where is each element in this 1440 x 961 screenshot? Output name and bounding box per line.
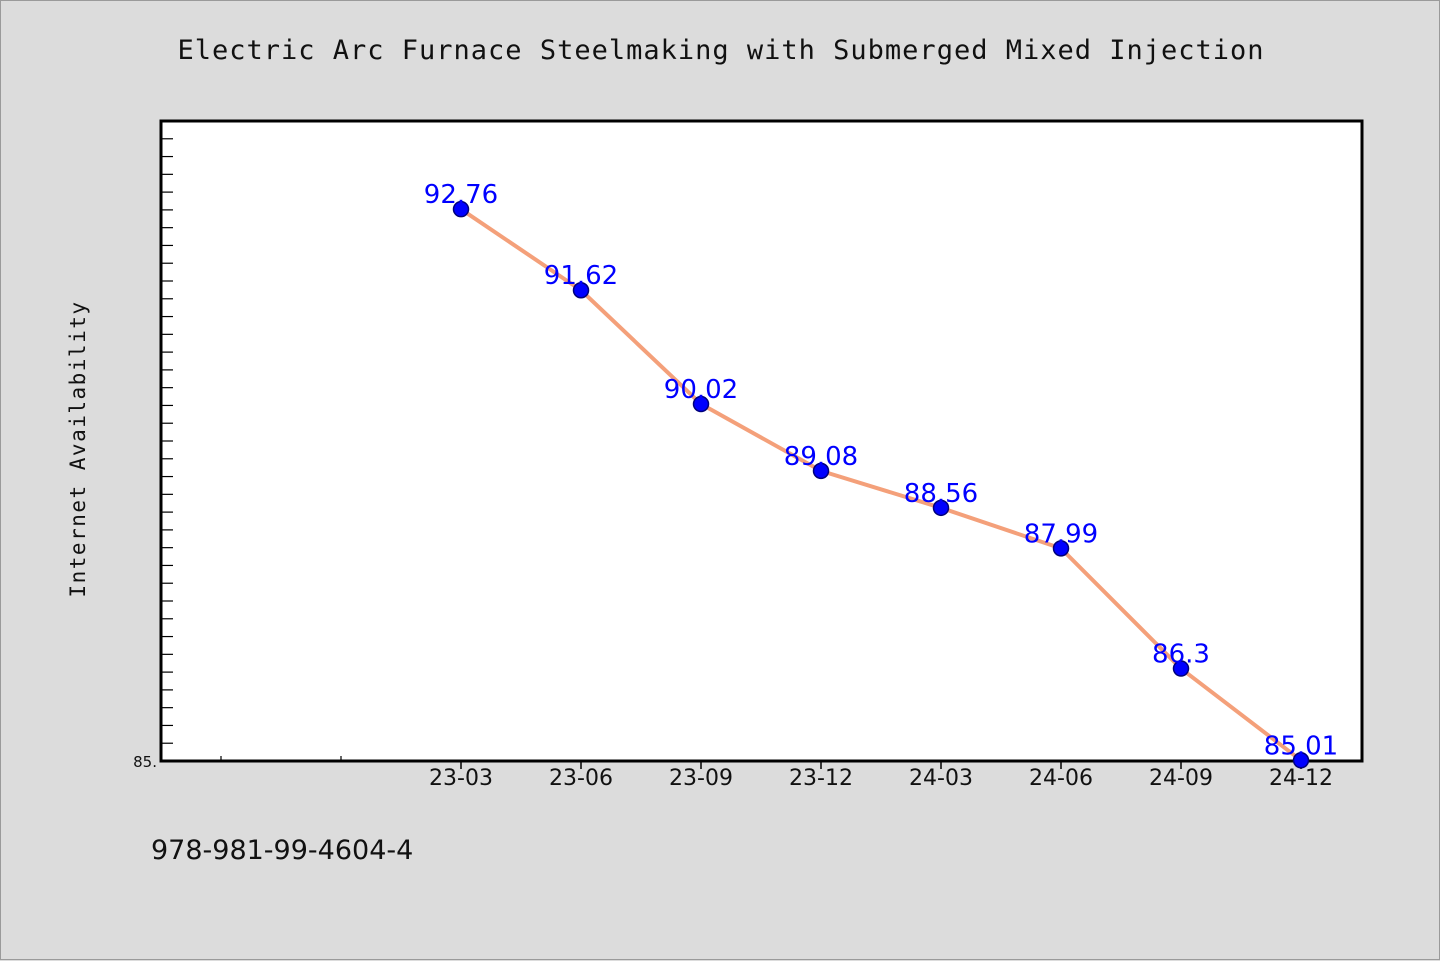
data-point [932,499,950,517]
data-point [572,281,590,299]
data-label: 86.3 [1152,640,1210,670]
chart-title: Electric Arc Furnace Steelmaking with Su… [177,35,1265,66]
y-axis-ticks: 85. [133,138,173,771]
data-point [1172,660,1190,677]
x-tick-label: 23-12 [789,766,853,791]
x-tick-label: 24-03 [909,766,973,791]
x-tick-label: 24-09 [1149,766,1213,791]
data-point [1052,540,1070,557]
isbn-code: 978-981-99-4604-4 [151,835,414,866]
x-tick-label: 23-03 [429,766,493,791]
series-line [459,207,1303,762]
y-tick-label: 85. [133,753,157,771]
data-label: 91.62 [544,261,618,291]
x-tick-label: 23-06 [549,766,613,791]
data-label: 89.08 [784,442,858,472]
data-point [452,200,470,218]
data-labels-group: 92.76 91.62 90.02 89.08 88.56 87.99 86.3 85.01 [424,180,1338,761]
data-label: 85.01 [1264,731,1338,761]
data-label: 92.76 [424,180,498,210]
x-tick-label: 24-12 [1269,766,1333,791]
x-tick-label: 23-09 [669,766,733,791]
data-label: 88.56 [904,479,978,509]
data-point [812,462,830,480]
data-label: 90.02 [664,375,738,405]
x-axis-ticks: 23-03 23-06 23-09 23-12 24-03 24-06 24-09 24-12 [220,756,1333,791]
data-point [692,395,710,413]
series-group [452,200,1310,769]
plot-area [159,119,1364,763]
x-tick-label: 24-06 [1029,766,1093,791]
data-label: 87.99 [1024,519,1098,549]
data-point [1292,752,1310,769]
